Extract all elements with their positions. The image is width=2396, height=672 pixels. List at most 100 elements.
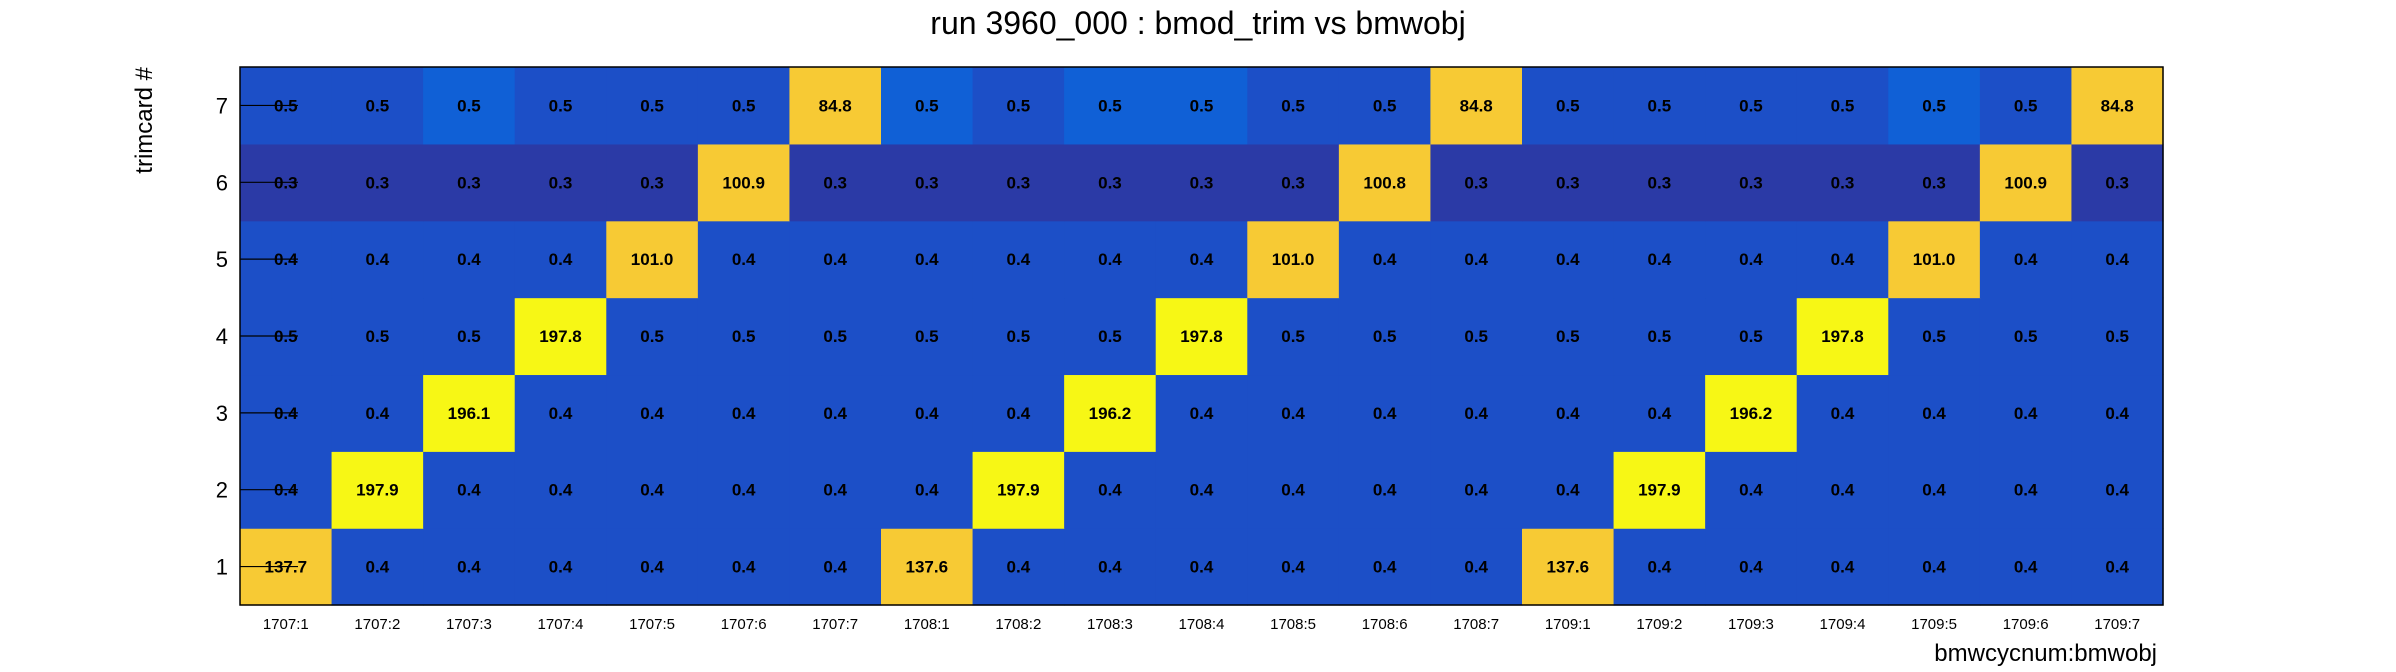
cell-value-label: 0.3 [1556, 173, 1580, 192]
heatmap-cell [1338, 528, 1432, 606]
heatmap-cell [423, 297, 516, 376]
cell-value-label: 0.4 [732, 481, 756, 500]
cell-value-label: 0.4 [1922, 404, 1946, 423]
x-axis-label: bmwcycnum:bmwobj [1934, 640, 2157, 667]
cell-value-label: 0.5 [732, 96, 756, 115]
heatmap-cell [1796, 220, 1889, 299]
cell-value-label: 197.9 [1638, 481, 1681, 500]
cell-value-label: 0.3 [457, 173, 481, 192]
heatmap-cell [881, 220, 974, 299]
cell-value-label: 0.4 [1739, 481, 1763, 500]
y-tick-label: 2 [216, 478, 228, 503]
cell-value-label: 0.5 [732, 327, 756, 346]
heatmap-cell [1705, 374, 1798, 452]
x-tick-label: 1708:1 [904, 616, 950, 633]
x-tick-label: 1709:5 [1911, 616, 1957, 633]
cell-value-label: 0.4 [915, 404, 939, 423]
cell-value-label: 0.5 [1007, 96, 1031, 115]
cell-value-label: 0.4 [1464, 481, 1488, 500]
cell-value-label: 0.5 [2014, 96, 2038, 115]
heatmap-cell [423, 374, 516, 452]
cell-value-label: 0.3 [1464, 173, 1488, 192]
cell-value-label: 100.9 [2004, 173, 2047, 192]
heatmap-cell [881, 67, 974, 145]
heatmap-cell [331, 374, 424, 452]
cell-value-label: 196.2 [1089, 404, 1132, 423]
cell-value-label: 0.5 [457, 327, 481, 346]
x-tick-label: 1709:3 [1728, 616, 1774, 633]
cell-value-label: 101.0 [631, 250, 674, 269]
cell-value-label: 0.4 [1922, 481, 1946, 500]
cell-value-label: 0.5 [823, 327, 847, 346]
heatmap-cell [1613, 220, 1706, 299]
heatmap-cell [789, 67, 882, 145]
heatmap-cell [1979, 297, 2073, 376]
heatmap-cell [1338, 374, 1432, 452]
cell-value-label: 0.3 [1739, 173, 1763, 192]
x-tick-label: 1708:3 [1087, 616, 1133, 633]
heatmap-cell [606, 451, 699, 529]
heatmap-cell [1430, 220, 1523, 299]
heatmap-cell [423, 451, 516, 529]
cell-value-label: 0.4 [1098, 250, 1122, 269]
cell-value-label: 197.8 [539, 327, 582, 346]
cell-value-label: 0.4 [1373, 558, 1397, 577]
cell-value-label: 0.5 [1648, 327, 1672, 346]
cell-value-label: 0.5 [1190, 96, 1214, 115]
cell-value-label: 0.5 [1373, 327, 1397, 346]
x-tick-label: 1708:6 [1362, 616, 1408, 633]
heatmap-cell [514, 528, 607, 606]
cell-value-label: 196.2 [1730, 404, 1773, 423]
heatmap-cell [789, 528, 882, 606]
heatmap-cell [1613, 143, 1706, 222]
heatmap-cell [881, 143, 974, 222]
heatmap-cell [606, 374, 699, 452]
cell-value-label: 0.3 [549, 173, 573, 192]
cell-value-label: 0.4 [1922, 558, 1946, 577]
heatmap-cell [1247, 374, 1340, 452]
heatmap-cell [972, 451, 1065, 529]
cell-value-label: 0.3 [1648, 173, 1672, 192]
heatmap-cell [1979, 67, 2073, 145]
heatmap-cell [697, 528, 791, 606]
y-tick-label: 7 [216, 93, 228, 118]
x-tick-label: 1709:2 [1636, 616, 1682, 633]
cell-value-label: 0.5 [1831, 96, 1855, 115]
cell-value-label: 0.4 [640, 558, 664, 577]
x-tick-label: 1708:4 [1179, 616, 1225, 633]
heatmap-cell [514, 374, 607, 452]
cell-value-label: 137.6 [906, 558, 949, 577]
cell-value-label: 0.4 [1739, 250, 1763, 269]
cell-value-label: 0.3 [2105, 173, 2129, 192]
heatmap-cell [697, 297, 791, 376]
cell-value-label: 0.4 [1831, 481, 1855, 500]
cell-value-label: 0.4 [1648, 250, 1672, 269]
heatmap-cell [331, 67, 424, 145]
cell-value-label: 0.3 [366, 173, 390, 192]
heatmap-cell [2071, 220, 2164, 299]
cell-value-label: 0.4 [1739, 558, 1763, 577]
cell-value-label: 0.4 [1190, 404, 1214, 423]
cell-value-label: 0.3 [1281, 173, 1305, 192]
heatmap-cell [1613, 67, 1706, 145]
heatmap-cell [1796, 528, 1889, 606]
heatmap-cell [1888, 143, 1981, 222]
heatmap-cell [2071, 374, 2164, 452]
cell-value-label: 0.4 [732, 404, 756, 423]
x-tick-label: 1709:6 [2003, 616, 2049, 633]
cell-value-label: 0.5 [1739, 327, 1763, 346]
cell-value-label: 0.4 [549, 558, 573, 577]
heatmap-cell [1522, 297, 1615, 376]
heatmap-cell [697, 143, 791, 222]
heatmap-cell [1247, 143, 1340, 222]
heatmap-cell [1430, 374, 1523, 452]
heatmap-cell [1064, 451, 1157, 529]
heatmap-cell [331, 143, 424, 222]
heatmap-cell [1064, 374, 1157, 452]
heatmap-cell [972, 143, 1065, 222]
heatmap-cell [972, 220, 1065, 299]
heatmap-cell [697, 374, 791, 452]
heatmap-cell [1338, 297, 1432, 376]
heatmap-cell [514, 220, 607, 299]
